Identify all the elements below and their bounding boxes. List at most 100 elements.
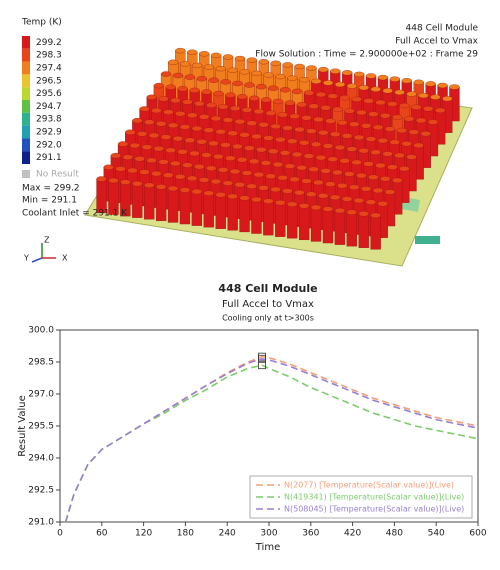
cell-top: [167, 122, 179, 129]
cell-top: [263, 135, 274, 141]
cell-top: [260, 160, 272, 166]
cell: [346, 212, 357, 247]
cell-top: [246, 120, 257, 126]
point-marker: [258, 354, 266, 363]
cell-top: [301, 178, 312, 184]
x-tick-label: 60: [96, 529, 108, 539]
triad-y: [31, 257, 43, 263]
cell-top: [227, 130, 238, 136]
cell-top: [182, 162, 193, 168]
cell-top: [215, 192, 226, 198]
cell-top: [175, 47, 186, 54]
cell-top: [394, 89, 405, 96]
chart-title: 448 Cell Module: [218, 282, 317, 295]
cell-top: [284, 163, 296, 169]
cell-top: [346, 83, 358, 89]
cell-top: [282, 125, 293, 131]
cell: [358, 213, 369, 248]
cell-top: [241, 170, 253, 176]
y-tick-label: 292.5: [28, 486, 54, 496]
cell: [227, 196, 238, 231]
series-line: [64, 364, 479, 523]
cell-top: [248, 158, 260, 165]
legend-swatch: [22, 138, 30, 152]
cell-top: [220, 79, 231, 85]
cell-top: [189, 87, 200, 94]
cell-top: [403, 116, 415, 122]
cell-top: [222, 180, 234, 186]
cell-top: [303, 153, 315, 159]
cell-top: [358, 148, 369, 154]
cell-top: [322, 80, 334, 86]
cell-top: [351, 96, 362, 102]
cell-top: [449, 84, 460, 90]
cell-top: [203, 190, 214, 196]
cell-top: [313, 116, 324, 123]
legend-level: 295.6: [36, 89, 62, 99]
cell-top: [198, 177, 210, 183]
cell-top: [294, 126, 305, 133]
cells: [96, 47, 460, 250]
cell: [370, 215, 381, 250]
cell-top: [253, 171, 265, 178]
x-tick-label: 360: [302, 529, 319, 539]
cell-top: [325, 118, 336, 124]
cell-top: [346, 146, 358, 152]
cell-top: [179, 61, 191, 67]
cell-top: [172, 135, 184, 142]
x-tick-label: 300: [260, 529, 277, 539]
cell-top: [234, 182, 245, 188]
cell-top: [144, 119, 155, 125]
cell-top: [296, 101, 308, 108]
cell-top: [377, 137, 389, 144]
cell-top: [172, 72, 184, 79]
cell: [132, 183, 143, 218]
cell-top: [213, 153, 224, 160]
cell-top: [196, 139, 207, 145]
legend-level: 299.2: [36, 38, 62, 48]
cell-top: [251, 133, 262, 140]
no-result-label: No Result: [36, 170, 79, 180]
cell-top: [191, 188, 203, 195]
cell-top: [320, 168, 331, 174]
cell-top: [311, 78, 322, 84]
cell-top: [365, 73, 377, 79]
cell-top: [134, 156, 145, 162]
cell-top: [170, 97, 181, 104]
point-marker: [258, 361, 266, 370]
cell: [203, 193, 214, 228]
cell-top: [330, 68, 341, 74]
max-text: Max = 299.2: [22, 184, 80, 194]
cell-top: [389, 139, 400, 145]
cell-top: [179, 124, 191, 130]
cell-top: [401, 141, 412, 147]
cell-top: [329, 194, 341, 201]
cell-top: [370, 212, 381, 219]
cell-top: [272, 98, 284, 105]
cell-top: [372, 187, 384, 194]
cell-top: [289, 113, 300, 119]
cell-top: [413, 79, 424, 85]
cell-top: [299, 77, 310, 83]
cell-top: [191, 62, 203, 69]
legend-level: 298.3: [36, 51, 62, 61]
legend-level: 292.0: [36, 140, 62, 150]
cell-top: [372, 124, 384, 131]
cell-top: [158, 159, 169, 165]
cell: [287, 204, 298, 239]
legend-label: N(419341) [Temperature(Scalar value)](Li…: [284, 493, 464, 502]
cell-top: [232, 80, 243, 87]
cell-top: [139, 106, 150, 112]
no-result-swatch: [22, 170, 30, 178]
cell-top: [270, 60, 281, 66]
cell-top: [303, 90, 315, 96]
cell-top: [358, 84, 370, 91]
cell-top: [144, 182, 155, 188]
cell-top: [377, 201, 388, 207]
cell-top: [279, 150, 291, 156]
y-tick-label: 295.5: [28, 422, 54, 432]
cell-top: [227, 193, 238, 200]
y-tick-label: 297.0: [28, 390, 54, 400]
cell-top: [334, 207, 346, 214]
cell-top: [115, 166, 126, 172]
